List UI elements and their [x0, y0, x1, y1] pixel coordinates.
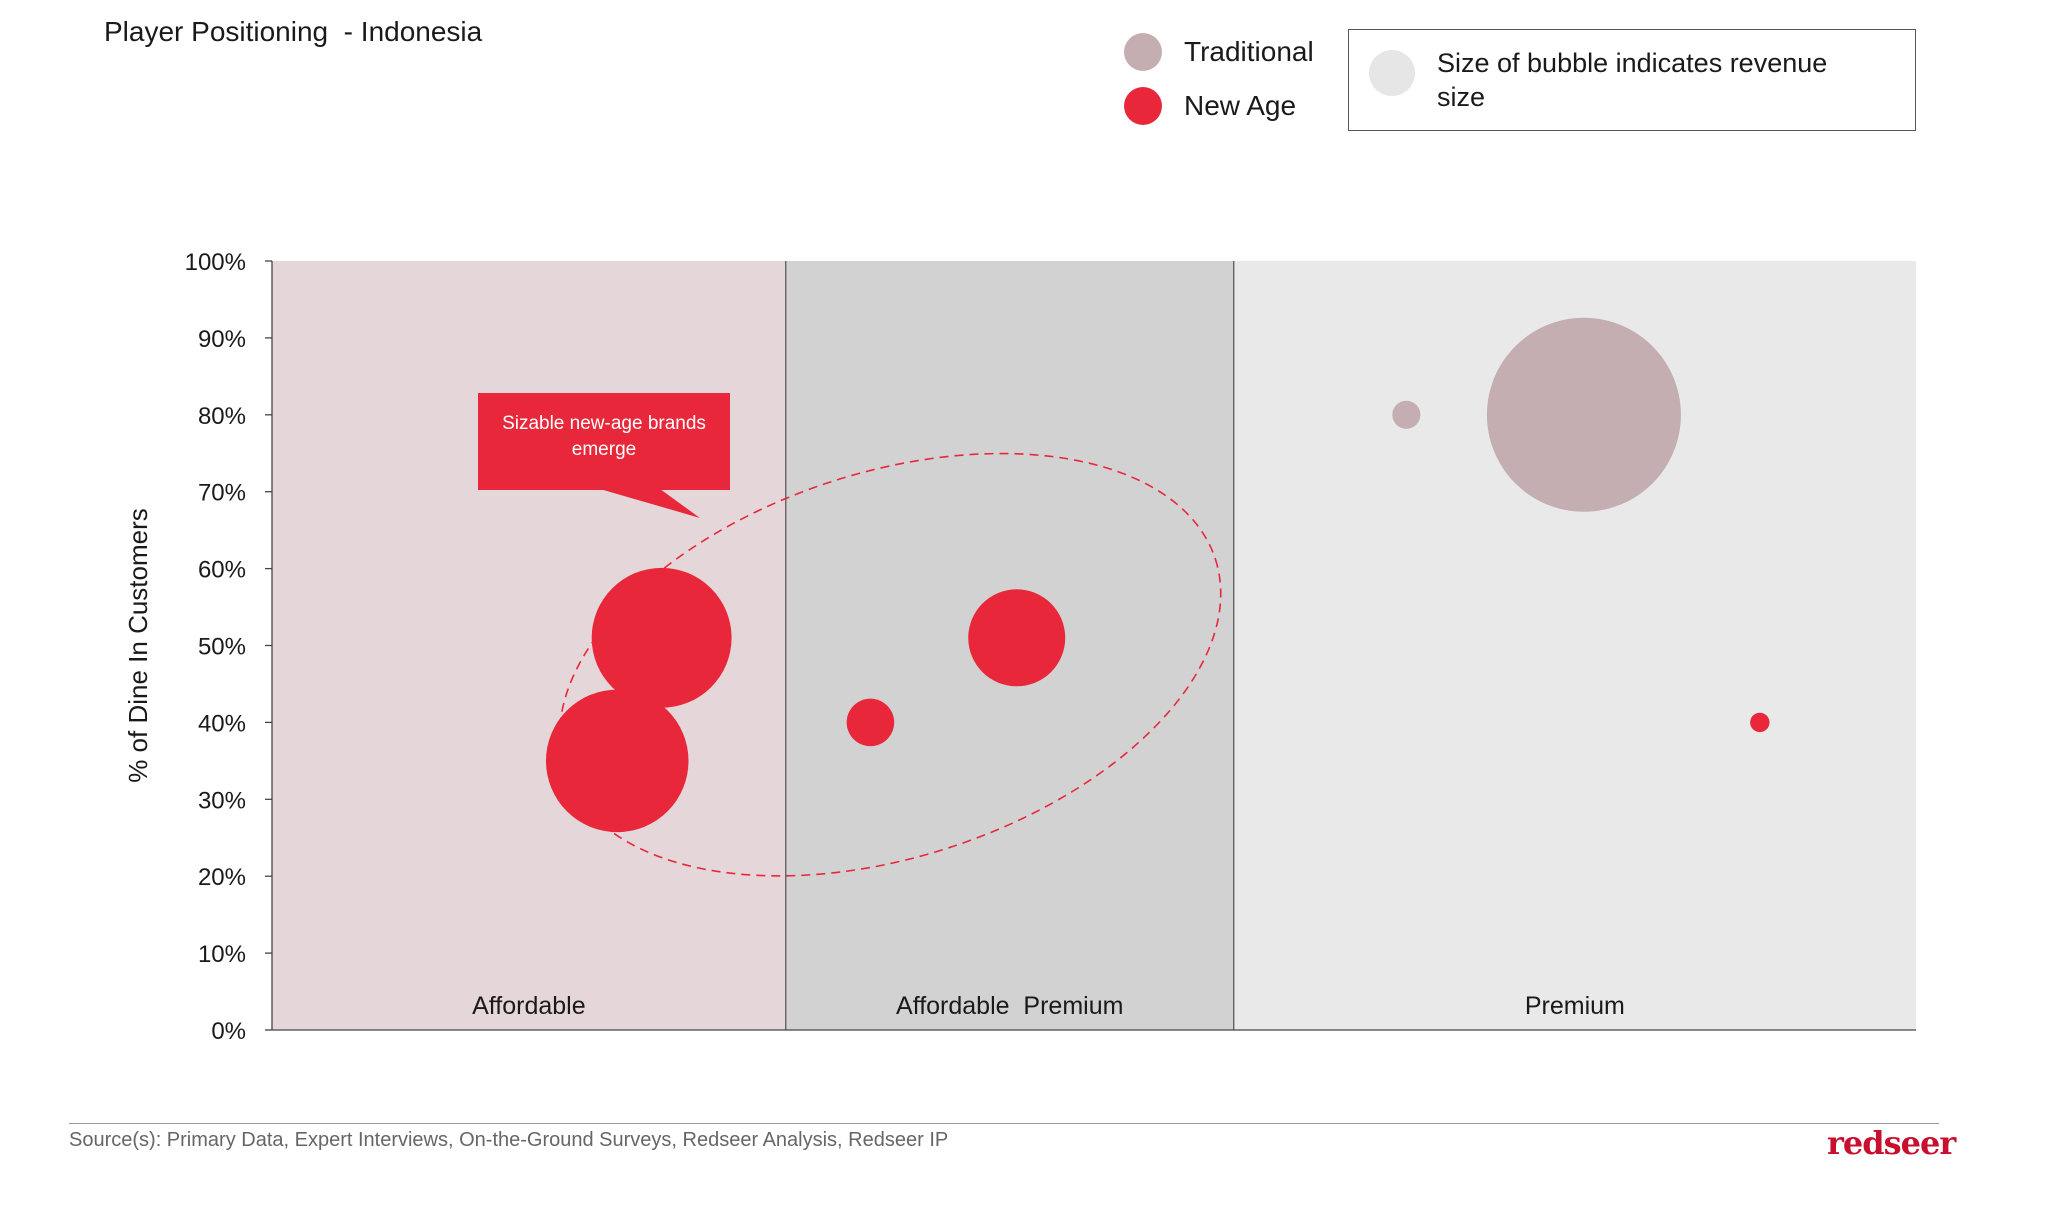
callout-pointer: [600, 489, 700, 518]
segment-label-0: Affordable: [472, 992, 586, 1020]
brand-logo: redseer: [1827, 1124, 1956, 1162]
footer-divider: [69, 1123, 1939, 1124]
bubble-size-swatch: [1369, 50, 1415, 96]
legend-swatch-new-age: [1124, 87, 1162, 125]
legend-swatch-traditional: [1124, 33, 1162, 71]
y-tick-label: 90%: [198, 326, 246, 353]
segment-label-1: Affordable Premium: [896, 992, 1123, 1020]
bubble-new-age: [1750, 712, 1770, 733]
bubble-new-age: [545, 689, 689, 833]
legend-item-new-age: New Age: [1124, 87, 1296, 125]
bubble-new-age: [968, 589, 1066, 687]
bubble-new-age: [846, 698, 895, 747]
bubble-new-age: [591, 567, 732, 708]
y-tick-label: 100%: [185, 249, 246, 276]
bubble-traditional: [1392, 400, 1421, 429]
callout-text: Sizable new-age brands emerge: [502, 413, 706, 460]
y-tick-label: 50%: [198, 634, 246, 661]
legend-label-new-age: New Age: [1184, 90, 1297, 121]
y-tick-label: 30%: [198, 787, 246, 814]
legend-item-traditional: Traditional: [1124, 33, 1314, 71]
chart-title: Player Positioning - Indonesia: [104, 16, 483, 47]
bubble-traditional: [1486, 317, 1681, 512]
y-axis-title: % of Dine In Customers: [123, 508, 153, 783]
y-tick-label: 20%: [198, 864, 246, 891]
y-tick-label: 70%: [198, 480, 246, 507]
y-tick-label: 60%: [198, 557, 246, 584]
segment-label-2: Premium: [1525, 992, 1625, 1020]
source-note: Source(s): Primary Data, Expert Intervie…: [69, 1129, 949, 1151]
y-tick-label: 40%: [198, 710, 246, 737]
y-tick-label: 0%: [211, 1018, 246, 1045]
legend-label-traditional: Traditional: [1184, 36, 1314, 67]
y-tick-label: 80%: [198, 403, 246, 430]
callout-box: [478, 393, 730, 490]
bubble-size-note: Size of bubble indicates revenue size: [1348, 29, 1916, 131]
y-tick-label: 10%: [198, 941, 246, 968]
bubble-size-note-text: Size of bubble indicates revenue size: [1437, 48, 1828, 112]
